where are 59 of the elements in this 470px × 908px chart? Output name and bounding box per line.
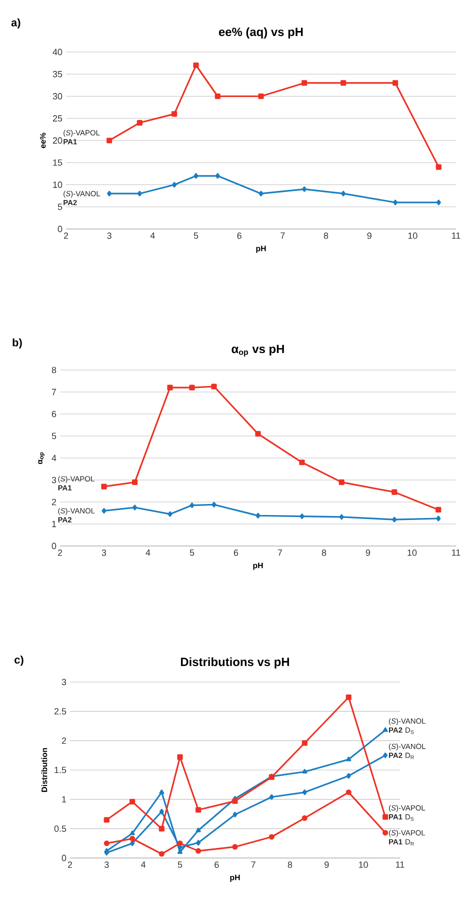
y-tick-label: 4	[52, 454, 56, 462]
x-tick-label: 4	[141, 862, 146, 868]
x-tick-label: 11	[452, 550, 460, 556]
x-tick-label: 8	[324, 232, 328, 239]
y-tick-label: 1	[52, 520, 56, 528]
chart-title: Distributions vs pH	[180, 657, 289, 668]
x-tick-label: 11	[452, 232, 460, 239]
y-tick-label: 2.5	[54, 708, 66, 715]
x-tick-label: 10	[408, 550, 417, 556]
x-tick-label: 8	[288, 862, 292, 868]
x-tick-label: 11	[396, 862, 404, 868]
x-tick-label: 8	[322, 550, 326, 556]
x-tick-label: 3	[104, 862, 109, 868]
y-tick-label: 15	[53, 159, 62, 166]
x-tick-label: 3	[102, 550, 106, 556]
y-tick-label: 40	[52, 48, 62, 56]
x-tick-label: 5	[194, 232, 198, 239]
y-tick-label: 8	[52, 366, 56, 374]
x-tick-label: 10	[408, 232, 418, 239]
x-tick-label: 4	[146, 550, 150, 556]
x-tick-label: 6	[214, 862, 219, 868]
x-tick-label: 9	[367, 232, 372, 239]
y-tick-label: 5	[58, 204, 62, 210]
y-tick-label: 2	[52, 498, 56, 506]
x-tick-label: 10	[359, 862, 368, 868]
y-tick-label: 2	[62, 738, 66, 744]
x-tick-label: 2	[68, 862, 72, 868]
y-tick-label: 5	[52, 432, 56, 440]
chart-title: α$_{op}$ vs pH	[232, 344, 284, 357]
x-tick-label: 3	[107, 232, 112, 239]
x-tick-label: 7	[280, 232, 285, 239]
x-tick-label: 5	[190, 550, 194, 556]
y-tick-label: 30	[52, 93, 62, 100]
x-tick-label: 7	[278, 550, 282, 556]
x-tick-label: 4	[150, 232, 155, 239]
y-tick-label: 0	[58, 226, 62, 232]
x-tick-label: 7	[251, 862, 256, 868]
y-tick-label: 0.5	[54, 825, 66, 832]
y-tick-label: 6	[52, 410, 56, 418]
chart-title: ee% (aq) vs pH	[218, 27, 303, 38]
y-tick-label: 10	[53, 182, 62, 188]
x-tick-label: 6	[237, 232, 242, 239]
y-tick-label: 1.5	[54, 766, 66, 774]
y-tick-label: 35	[52, 70, 62, 78]
text: b)	[12, 338, 22, 349]
text: c)	[14, 656, 24, 666]
y-tick-label: 7	[52, 388, 56, 396]
y-tick-label: 1	[62, 796, 66, 802]
x-tick-label: 6	[234, 550, 238, 556]
x-tick-label: 5	[178, 862, 182, 868]
y-tick-label: 0	[62, 854, 66, 862]
y-tick-label: 25	[52, 115, 62, 122]
x-tick-label: 9	[366, 550, 370, 556]
text: a)	[11, 18, 20, 29]
y-tick-label: 0	[52, 542, 56, 550]
y-tick-label: 3	[62, 678, 66, 686]
y-tick-label: 20	[52, 137, 62, 144]
y-tick-label: 3	[52, 476, 56, 484]
x-tick-label: 9	[324, 862, 329, 868]
